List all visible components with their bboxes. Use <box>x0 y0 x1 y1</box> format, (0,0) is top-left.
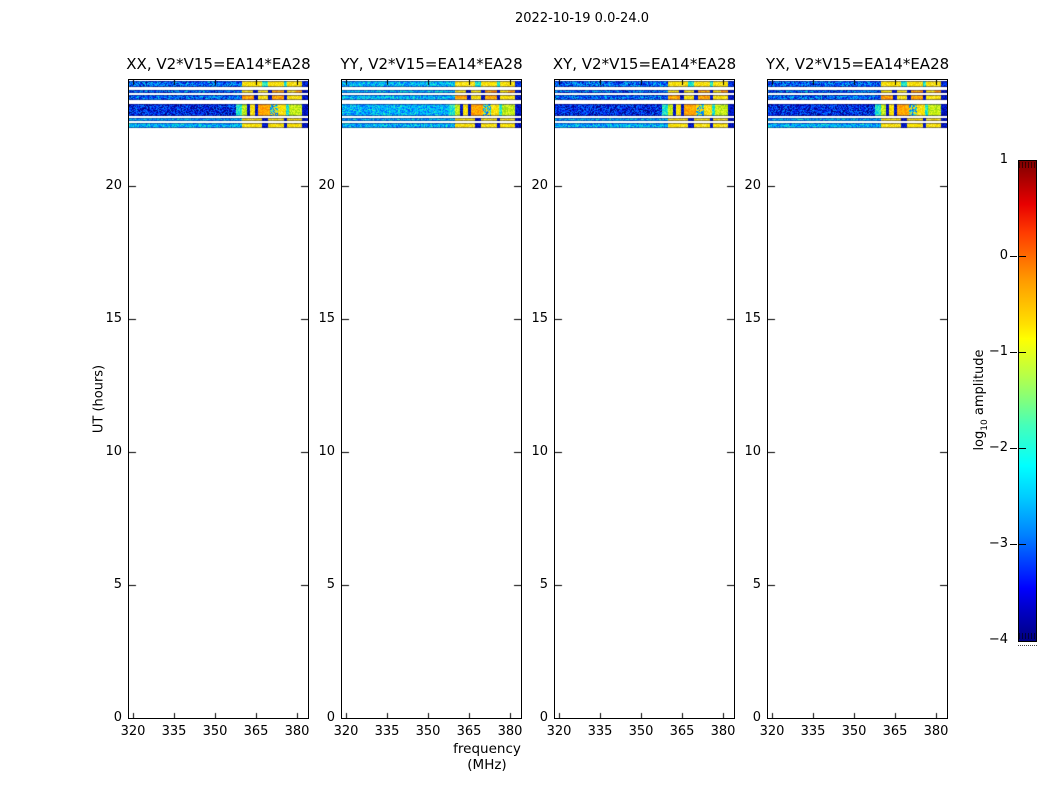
panel-xy <box>554 79 735 719</box>
y-tick-label: 10 <box>515 444 548 459</box>
y-tick-label: 5 <box>728 577 761 592</box>
panel-xx <box>128 79 309 719</box>
spectrogram-canvas-xy <box>555 80 734 718</box>
y-tick-label: 20 <box>515 178 548 193</box>
x-tick-label: 350 <box>621 724 661 739</box>
y-tick-label: 5 <box>515 577 548 592</box>
x-tick-label: 350 <box>834 724 874 739</box>
colorbar-tick-inner <box>1019 544 1026 545</box>
colorbar-tick-inner <box>1019 256 1026 257</box>
x-tick-label: 320 <box>113 724 153 739</box>
figure-title: 2022-10-19 0.0-24.0 <box>382 11 782 26</box>
panel-title-yy: YY, V2*V15=EA14*EA28 <box>331 55 532 73</box>
y-tick-label: 5 <box>302 577 335 592</box>
x-axis-label: frequency (MHz) <box>432 741 542 773</box>
spectrogram-canvas-yx <box>768 80 947 718</box>
spectrogram-canvas-xx <box>129 80 308 718</box>
x-tick-label: 365 <box>662 724 702 739</box>
y-tick-label: 15 <box>89 311 122 326</box>
x-tick-label: 335 <box>367 724 407 739</box>
x-tick-label: 320 <box>752 724 792 739</box>
x-tick-label: 365 <box>449 724 489 739</box>
x-tick-label: 350 <box>195 724 235 739</box>
colorbar-tick-outer <box>1010 352 1017 353</box>
panel-yx <box>767 79 948 719</box>
y-tick-label: 10 <box>89 444 122 459</box>
y-tick-label: 0 <box>728 710 761 725</box>
colorbar-tick-label: −3 <box>972 536 1008 551</box>
y-tick-label: 0 <box>89 710 122 725</box>
colorbar-tick-label: 0 <box>972 248 1008 263</box>
x-tick-label: 380 <box>916 724 956 739</box>
colorbar-under-dotted-line <box>1018 645 1037 646</box>
colorbar-bottom-comb-ticks <box>1019 633 1036 639</box>
y-tick-label: 20 <box>89 178 122 193</box>
y-tick-label: 15 <box>515 311 548 326</box>
colorbar-tick-outer <box>1010 544 1017 545</box>
y-tick-label: 15 <box>728 311 761 326</box>
colorbar-label-log: log <box>972 431 987 451</box>
colorbar-label-amplitude: amplitude <box>972 349 987 419</box>
colorbar-label-sub: 10 <box>980 419 990 430</box>
y-tick-label: 0 <box>302 710 335 725</box>
x-tick-label: 320 <box>326 724 366 739</box>
y-tick-label: 5 <box>89 577 122 592</box>
colorbar-tick-outer <box>1010 448 1017 449</box>
panel-title-yx: YX, V2*V15=EA14*EA28 <box>757 55 958 73</box>
x-tick-label: 365 <box>875 724 915 739</box>
colorbar-tick-label: −4 <box>972 632 1008 647</box>
x-tick-label: 380 <box>277 724 317 739</box>
spectrogram-canvas-yy <box>342 80 521 718</box>
x-tick-label: 335 <box>580 724 620 739</box>
colorbar-label: log10 amplitude <box>972 349 990 450</box>
x-tick-label: 335 <box>154 724 194 739</box>
figure: 2022-10-19 0.0-24.0 XX, V2*V15=EA14*EA28… <box>0 0 1050 800</box>
x-tick-label: 320 <box>539 724 579 739</box>
colorbar-tick-label: 1 <box>972 152 1008 167</box>
x-tick-label: 380 <box>703 724 743 739</box>
colorbar-tick-inner <box>1019 352 1026 353</box>
y-tick-label: 0 <box>515 710 548 725</box>
colorbar-tick-inner <box>1019 448 1026 449</box>
y-axis-label: UT (hours) <box>92 365 107 433</box>
y-tick-label: 10 <box>302 444 335 459</box>
x-tick-label: 380 <box>490 724 530 739</box>
y-tick-label: 20 <box>728 178 761 193</box>
x-tick-label: 365 <box>236 724 276 739</box>
y-tick-label: 10 <box>728 444 761 459</box>
colorbar <box>1018 160 1037 642</box>
panel-title-xy: XY, V2*V15=EA14*EA28 <box>544 55 745 73</box>
y-tick-label: 20 <box>302 178 335 193</box>
panel-title-xx: XX, V2*V15=EA14*EA28 <box>118 55 319 73</box>
x-tick-label: 335 <box>793 724 833 739</box>
x-tick-label: 350 <box>408 724 448 739</box>
y-tick-label: 15 <box>302 311 335 326</box>
colorbar-tick-outer <box>1010 256 1017 257</box>
colorbar-top-comb-ticks <box>1019 162 1036 168</box>
panel-yy <box>341 79 522 719</box>
